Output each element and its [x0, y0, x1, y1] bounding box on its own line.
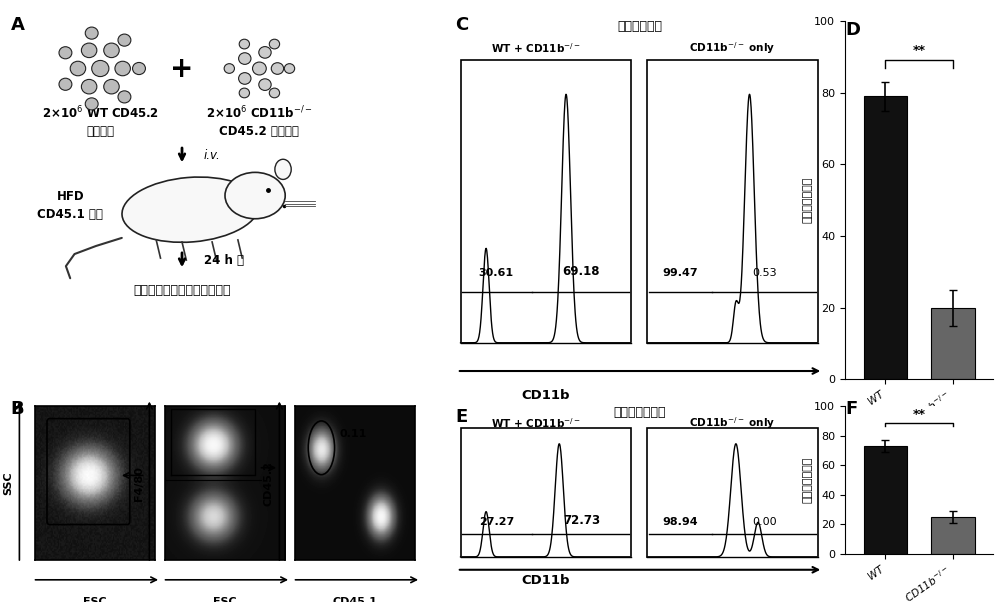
Circle shape: [269, 39, 280, 49]
Text: **: **: [912, 408, 926, 421]
Bar: [931, 517, 974, 554]
Circle shape: [133, 63, 145, 75]
Text: 2×10$^6$ CD11b$^{-/-}$: 2×10$^6$ CD11b$^{-/-}$: [206, 105, 313, 121]
Text: 99.47: 99.47: [662, 268, 698, 278]
Circle shape: [70, 61, 86, 76]
Circle shape: [81, 43, 97, 58]
Ellipse shape: [225, 172, 285, 219]
Text: 2×10$^6$ WT CD45.2: 2×10$^6$ WT CD45.2: [42, 105, 159, 121]
Text: 0.11: 0.11: [339, 429, 367, 439]
Text: FSC: FSC: [83, 597, 107, 602]
Text: HFD
CD45.1 小鼠: HFD CD45.1 小鼠: [37, 190, 103, 221]
Circle shape: [239, 73, 251, 84]
Ellipse shape: [122, 177, 259, 243]
Text: CD45.1: CD45.1: [333, 597, 377, 602]
Circle shape: [239, 53, 251, 64]
Text: **: **: [912, 44, 926, 57]
Text: 分离脂肪组织并进行流式分析: 分离脂肪组织并进行流式分析: [133, 284, 231, 297]
Circle shape: [59, 47, 72, 59]
Bar: [461, 60, 631, 343]
Ellipse shape: [275, 160, 291, 179]
Bar: [864, 96, 907, 379]
Text: C: C: [455, 16, 468, 34]
Circle shape: [115, 61, 130, 76]
Text: CD11b: CD11b: [522, 574, 570, 588]
Text: 30.61: 30.61: [479, 268, 514, 278]
Y-axis label: 供体细胞百分比: 供体细胞百分比: [803, 457, 813, 503]
Bar: [864, 446, 907, 554]
Text: 0.00: 0.00: [753, 517, 777, 527]
Text: CD11b$^{-/-}$ only: CD11b$^{-/-}$ only: [689, 40, 776, 56]
Text: E: E: [455, 408, 467, 426]
Circle shape: [118, 91, 131, 103]
Text: 72.73: 72.73: [563, 514, 600, 527]
Circle shape: [85, 98, 98, 110]
Text: WT + CD11b$^{-/-}$: WT + CD11b$^{-/-}$: [491, 42, 581, 55]
Text: i.v.: i.v.: [204, 149, 220, 162]
Circle shape: [259, 46, 271, 58]
Text: D: D: [845, 21, 860, 39]
Text: A: A: [11, 16, 25, 34]
Text: 24 h 后: 24 h 后: [204, 253, 244, 267]
Text: 附睾脂肪组织: 附睾脂肪组织: [618, 20, 662, 33]
Circle shape: [81, 79, 97, 94]
Bar: [461, 429, 631, 557]
Circle shape: [59, 78, 72, 90]
Text: F: F: [845, 400, 857, 418]
Y-axis label: 供体细胞百分比: 供体细胞百分比: [803, 177, 813, 223]
Text: SSC: SSC: [4, 471, 14, 495]
Text: 单核细胞: 单核细胞: [86, 125, 114, 137]
Text: CD11b: CD11b: [522, 389, 570, 402]
Circle shape: [239, 88, 250, 98]
Bar: [647, 60, 818, 343]
Text: FSC: FSC: [213, 597, 237, 602]
Text: 27.27: 27.27: [479, 517, 514, 527]
Text: B: B: [10, 400, 24, 418]
Text: +: +: [170, 55, 194, 82]
Circle shape: [104, 79, 119, 94]
Text: 0.53: 0.53: [753, 268, 777, 278]
Circle shape: [284, 64, 295, 73]
Text: CD45.2 单核细胞: CD45.2 单核细胞: [219, 125, 299, 137]
Text: CD11b$^{-/-}$ only: CD11b$^{-/-}$ only: [689, 415, 776, 431]
Circle shape: [85, 27, 98, 39]
Text: 69.18: 69.18: [563, 265, 600, 278]
Circle shape: [259, 79, 271, 90]
Bar: [931, 308, 974, 379]
Text: F4/80: F4/80: [134, 466, 144, 500]
Circle shape: [118, 34, 131, 46]
Circle shape: [104, 43, 119, 58]
Text: 98.94: 98.94: [662, 517, 698, 527]
Circle shape: [269, 88, 280, 98]
Text: 腹股沟脂肪组织: 腹股沟脂肪组织: [614, 406, 666, 419]
Circle shape: [239, 39, 250, 49]
Circle shape: [271, 63, 284, 74]
Bar: [647, 429, 818, 557]
Text: CD45.2: CD45.2: [264, 461, 274, 506]
Text: WT + CD11b$^{-/-}$: WT + CD11b$^{-/-}$: [491, 416, 581, 430]
Circle shape: [224, 64, 234, 73]
Circle shape: [253, 62, 266, 75]
Circle shape: [92, 60, 109, 76]
